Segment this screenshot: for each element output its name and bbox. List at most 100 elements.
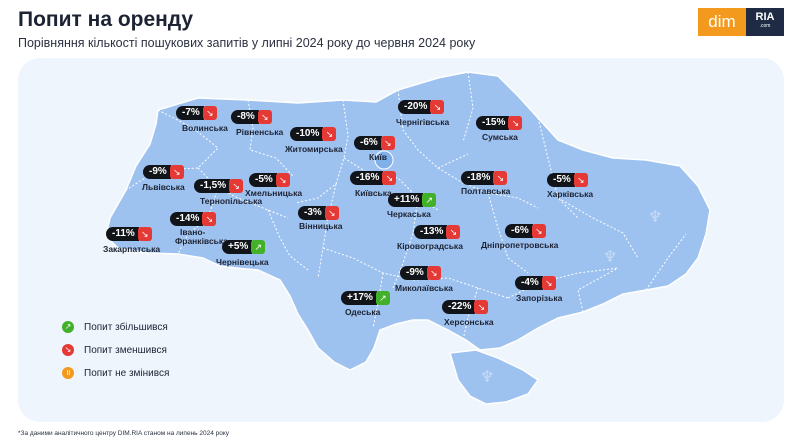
change-value: -11% — [106, 227, 139, 241]
label-volynska: Волинська — [182, 123, 228, 133]
change-value: -13% — [414, 225, 448, 239]
arrow-down-icon: ↘ — [137, 227, 152, 241]
change-value: -9% — [143, 165, 171, 179]
change-value: -4% — [515, 276, 543, 290]
arrow-down-icon: ↘ — [493, 171, 508, 185]
badge-mykolaivska: -9% ↘ — [400, 266, 441, 280]
logo-ria-text: RIA — [755, 11, 775, 23]
change-value: +11% — [388, 193, 424, 207]
label-mykolaivska: Миколаївська — [395, 283, 453, 293]
badge-kirovohradska: -13% ↘ — [414, 225, 461, 239]
arrow-down-icon: ↘ — [531, 224, 546, 238]
label-khersonska: Херсонська — [444, 317, 494, 327]
trident-icons: ♆ ♆ ♆ — [480, 207, 662, 386]
change-value: -5% — [547, 173, 575, 187]
badge-ternopilska: -1,5% ↘ — [194, 179, 244, 193]
label-rivnenska: Рівненська — [236, 127, 284, 137]
badge-odeska: +17% ↗ — [341, 291, 390, 305]
badge-kharkivska: -5% ↘ — [547, 173, 588, 187]
arrow-up-icon: ↗ — [251, 240, 266, 254]
arrow-down-icon: ↘ — [324, 206, 339, 220]
label-vinnytska: Вінницька — [299, 221, 343, 231]
change-value: -20% — [398, 100, 432, 114]
pause-icon: ॥ — [62, 367, 74, 379]
arrow-down-icon: ↘ — [446, 225, 461, 239]
badge-ivano-frankivska: -14% ↘ — [170, 212, 217, 226]
arrow-down-icon: ↘ — [474, 300, 489, 314]
change-value: -6% — [505, 224, 533, 238]
dimria-logo: dim RIA .com — [698, 8, 784, 36]
label-kyiv: Київ — [369, 152, 388, 162]
arrow-down-icon: ↘ — [202, 212, 217, 226]
label-ivano-frankivska-2: Франківська — [175, 236, 228, 246]
badge-chernivetska: +5% ↗ — [222, 240, 266, 254]
legend-item-decrease: ↘ Попит зменшився — [62, 343, 169, 357]
label-poltavska: Полтавська — [461, 186, 511, 196]
label-zakarpatska: Закарпатська — [103, 244, 161, 254]
crimea — [449, 349, 540, 405]
label-sumska: Сумська — [482, 132, 518, 142]
change-value: -1,5% — [194, 179, 231, 193]
badge-rivnenska: -8% ↘ — [231, 110, 272, 124]
arrow-down-icon: ↘ — [322, 127, 337, 141]
change-value: -8% — [231, 110, 259, 124]
arrow-down-icon: ↘ — [62, 344, 74, 356]
label-lvivska: Львівська — [142, 182, 185, 192]
badge-chernihivska: -20% ↘ — [398, 100, 445, 114]
logo-dim: dim — [698, 8, 746, 36]
legend-item-increase: ↗ Попит збільшився — [62, 320, 169, 334]
legend: ↗ Попит збільшився ↘ Попит зменшився ॥ Попи… — [62, 320, 169, 389]
label-khmelnytska: Хмельницька — [245, 188, 303, 198]
label-zhytomyrska: Житомирська — [285, 144, 343, 154]
arrow-down-icon: ↘ — [382, 171, 397, 185]
logo-ria: RIA .com — [746, 8, 784, 36]
kyiv-city-marker — [374, 150, 394, 170]
arrow-down-icon: ↘ — [229, 179, 244, 193]
change-value: -15% — [476, 116, 510, 130]
arrow-down-icon: ↘ — [202, 106, 217, 120]
badge-kyiv: -6% ↘ — [354, 136, 395, 150]
change-value: +17% — [341, 291, 377, 305]
arrow-up-icon: ↗ — [422, 193, 437, 207]
label-chernivetska: Чернівецька — [216, 257, 269, 267]
label-kyivska: Київська — [355, 188, 392, 198]
arrow-down-icon: ↘ — [380, 136, 395, 150]
change-value: -14% — [170, 212, 204, 226]
change-value: -9% — [400, 266, 428, 280]
badge-dnipropetrovska: -6% ↘ — [505, 224, 546, 238]
label-cherkaska: Черкаська — [387, 209, 431, 219]
label-dnipropetrovska: Дніпропетровська — [481, 240, 559, 250]
change-value: -10% — [290, 127, 324, 141]
badge-kyivska: -16% ↘ — [350, 171, 397, 185]
trident-icon: ♆ — [603, 247, 617, 266]
change-value: -18% — [461, 171, 495, 185]
badge-khmelnytska: -5% ↘ — [249, 173, 290, 187]
badge-cherkaska: +11% ↗ — [388, 193, 437, 207]
page-subtitle: Порівняння кількості пошукових запитів у… — [18, 36, 476, 50]
badge-zhytomyrska: -10% ↘ — [290, 127, 337, 141]
label-ternopilska: Тернопільська — [200, 196, 263, 206]
change-value: -16% — [350, 171, 384, 185]
change-value: -3% — [298, 206, 326, 220]
logo-ria-sub: .com — [759, 23, 771, 29]
change-value: -22% — [442, 300, 476, 314]
map-panel: ♆ ♆ ♆ -7% ↘ Волинська -8% ↘ Рівненська -10… — [18, 58, 784, 422]
label-kharkivska: Харківська — [547, 189, 594, 199]
badge-zakarpatska: -11% ↘ — [106, 227, 152, 241]
trident-icon: ♆ — [480, 367, 494, 386]
arrow-down-icon: ↘ — [573, 173, 588, 187]
change-value: -7% — [176, 106, 204, 120]
arrow-up-icon: ↗ — [375, 291, 390, 305]
arrow-down-icon: ↘ — [169, 165, 184, 179]
label-kirovohradska: Кіровоградська — [397, 241, 463, 251]
change-value: +5% — [222, 240, 253, 254]
badge-volynska: -7% ↘ — [176, 106, 217, 120]
legend-label: Попит не змінився — [84, 367, 170, 379]
trident-icon: ♆ — [648, 207, 662, 226]
arrow-up-icon: ↗ — [62, 321, 74, 333]
page-title: Попит на оренду — [18, 8, 194, 31]
arrow-down-icon: ↘ — [426, 266, 441, 280]
label-zaporizka: Запорізька — [516, 293, 563, 303]
arrow-down-icon: ↘ — [275, 173, 290, 187]
arrow-down-icon: ↘ — [508, 116, 523, 130]
